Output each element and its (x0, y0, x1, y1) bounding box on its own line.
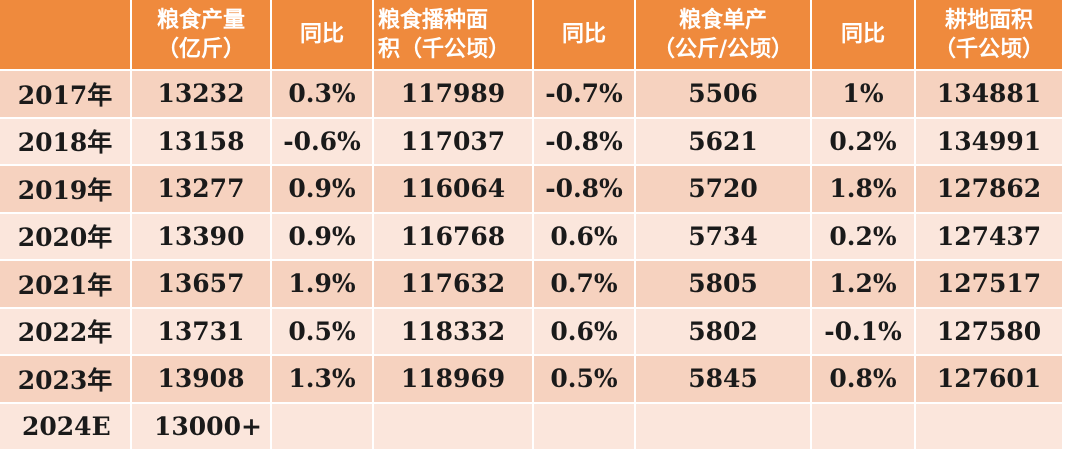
cell-yield: 5845 (636, 356, 812, 404)
cell-yoy-output: 1.9% (272, 261, 374, 309)
cell-yoy-area: 0.7% (534, 261, 636, 309)
cell-arable-land: 127517 (916, 261, 1064, 309)
row-year-label: 2018年 (0, 118, 132, 166)
header-yoy-output: 同比 (272, 0, 374, 71)
cell-grain-output: 13277 (132, 166, 272, 214)
header-grain-output: 粮食产量 （亿斤） (132, 0, 272, 71)
cell-yield (636, 403, 812, 451)
header-yoy-yield: 同比 (812, 0, 916, 71)
row-year-label: 2020年 (0, 213, 132, 261)
row-year-label: 2024E (0, 403, 132, 451)
cell-arable-land: 127437 (916, 213, 1064, 261)
cell-yoy-area: 0.6% (534, 213, 636, 261)
row-year-label: 2017年 (0, 71, 132, 119)
cell-yoy-output: 0.5% (272, 308, 374, 356)
header-sown-area: 粮食播种面 积（千公顷） (374, 0, 534, 71)
cell-yield: 5506 (636, 71, 812, 119)
cell-grain-output: 13657 (132, 261, 272, 309)
cell-grain-output: 13000+ (132, 403, 272, 451)
cell-yield: 5621 (636, 118, 812, 166)
cell-sown-area: 116768 (374, 213, 534, 261)
header-arable-land: 耕地面积 （千公顷） (916, 0, 1064, 71)
row-year-label: 2021年 (0, 261, 132, 309)
cell-sown-area: 116064 (374, 166, 534, 214)
cell-yield: 5734 (636, 213, 812, 261)
cell-sown-area: 118332 (374, 308, 534, 356)
header-yoy-area: 同比 (534, 0, 636, 71)
cell-yoy-area: 0.5% (534, 356, 636, 404)
cell-sown-area: 117632 (374, 261, 534, 309)
cell-yoy-output: -0.6% (272, 118, 374, 166)
cell-yoy-area: -0.7% (534, 71, 636, 119)
cell-yoy-area: -0.8% (534, 118, 636, 166)
cell-sown-area: 117037 (374, 118, 534, 166)
cell-arable-land (916, 403, 1064, 451)
cell-yoy-yield: 0.2% (812, 118, 916, 166)
cell-yoy-yield: 0.8% (812, 356, 916, 404)
header-yield-per-hectare: 粮食单产 （公斤/公顷） (636, 0, 812, 71)
cell-yield: 5720 (636, 166, 812, 214)
row-year-label: 2023年 (0, 356, 132, 404)
cell-arable-land: 127601 (916, 356, 1064, 404)
cell-yield: 5802 (636, 308, 812, 356)
cell-yield: 5805 (636, 261, 812, 309)
cell-yoy-yield: 1.2% (812, 261, 916, 309)
cell-arable-land: 127580 (916, 308, 1064, 356)
cell-yoy-yield: 0.2% (812, 213, 916, 261)
cell-arable-land: 127862 (916, 166, 1064, 214)
cell-arable-land: 134881 (916, 71, 1064, 119)
cell-yoy-area (534, 403, 636, 451)
cell-sown-area (374, 403, 534, 451)
cell-grain-output: 13908 (132, 356, 272, 404)
cell-grain-output: 13390 (132, 213, 272, 261)
cell-sown-area: 117989 (374, 71, 534, 119)
cell-yoy-output: 0.9% (272, 213, 374, 261)
cell-yoy-yield (812, 403, 916, 451)
cell-grain-output: 13158 (132, 118, 272, 166)
cell-yoy-yield: 1.8% (812, 166, 916, 214)
cell-sown-area: 118969 (374, 356, 534, 404)
cell-arable-land: 134991 (916, 118, 1064, 166)
header-corner-cell (0, 0, 132, 71)
cell-yoy-output: 0.9% (272, 166, 374, 214)
cell-grain-output: 13232 (132, 71, 272, 119)
row-year-label: 2022年 (0, 308, 132, 356)
cell-grain-output: 13731 (132, 308, 272, 356)
cell-yoy-area: -0.8% (534, 166, 636, 214)
cell-yoy-output: 1.3% (272, 356, 374, 404)
cell-yoy-area: 0.6% (534, 308, 636, 356)
cell-yoy-yield: -0.1% (812, 308, 916, 356)
row-year-label: 2019年 (0, 166, 132, 214)
cell-yoy-output (272, 403, 374, 451)
cell-yoy-yield: 1% (812, 71, 916, 119)
cell-yoy-output: 0.3% (272, 71, 374, 119)
